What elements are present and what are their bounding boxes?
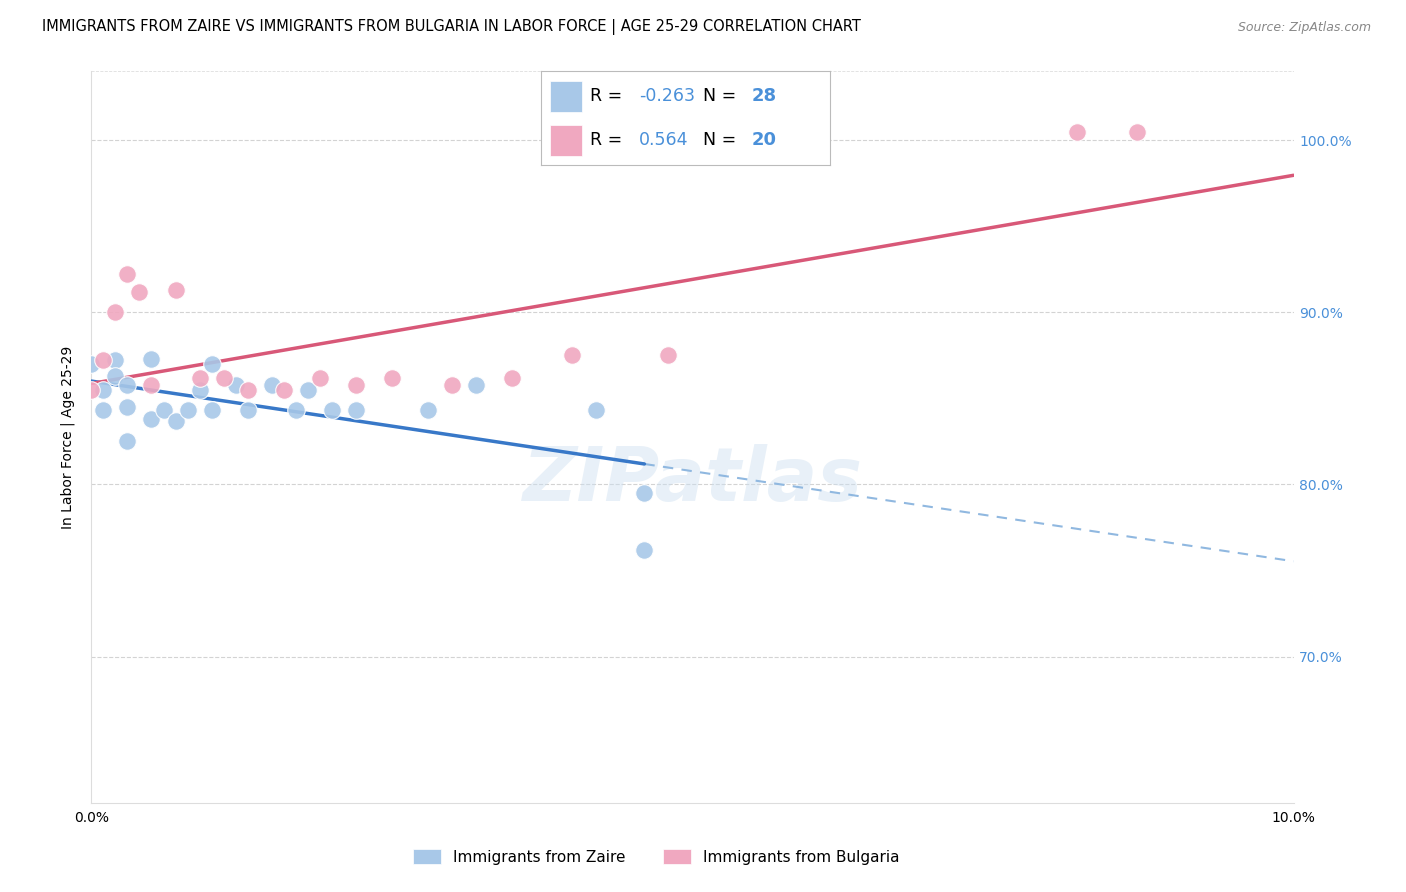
Point [104, 369, 127, 384]
Point [344, 403, 367, 417]
Point [440, 377, 463, 392]
Point [1126, 125, 1149, 139]
Point [188, 383, 211, 397]
Point [225, 377, 247, 392]
Text: R =: R = [591, 131, 634, 149]
Point [633, 486, 655, 500]
Text: ZIPatlas: ZIPatlas [523, 444, 862, 517]
Point [260, 377, 283, 392]
Point [117, 400, 139, 414]
Point [93, 383, 115, 397]
Point [165, 283, 187, 297]
Point [381, 370, 404, 384]
Point [308, 370, 330, 384]
Point [236, 403, 259, 417]
Point [1066, 125, 1088, 139]
Point [176, 403, 198, 417]
Point [104, 305, 127, 319]
Point [321, 403, 343, 417]
Point [465, 377, 488, 392]
Text: N =: N = [703, 87, 741, 104]
Point [501, 370, 523, 384]
Point [297, 383, 319, 397]
Text: N =: N = [703, 131, 741, 149]
Point [117, 377, 139, 392]
Point [128, 285, 150, 299]
Point [93, 403, 115, 417]
Text: 20: 20 [752, 131, 776, 149]
Point [236, 383, 259, 397]
Point [416, 403, 439, 417]
Point [344, 377, 367, 392]
Y-axis label: In Labor Force | Age 25-29: In Labor Force | Age 25-29 [60, 345, 75, 529]
Point [117, 268, 139, 282]
Point [104, 353, 127, 368]
Point [633, 542, 655, 557]
Point [80, 383, 103, 397]
Point [273, 383, 295, 397]
Bar [550, 125, 582, 156]
Legend: Immigrants from Zaire, Immigrants from Bulgaria: Immigrants from Zaire, Immigrants from B… [413, 848, 900, 864]
Point [188, 370, 211, 384]
Point [152, 403, 174, 417]
Bar [550, 81, 582, 112]
Text: 28: 28 [752, 87, 778, 104]
Point [657, 348, 679, 362]
Text: -0.263: -0.263 [640, 87, 696, 104]
Text: Source: ZipAtlas.com: Source: ZipAtlas.com [1237, 21, 1371, 34]
Point [141, 351, 163, 366]
Point [201, 357, 224, 371]
Point [117, 434, 139, 449]
Point [80, 357, 103, 371]
Point [212, 370, 235, 384]
Text: 0.564: 0.564 [640, 131, 689, 149]
Point [141, 412, 163, 426]
Point [165, 414, 187, 428]
Point [93, 353, 115, 368]
Text: R =: R = [591, 87, 628, 104]
Point [561, 348, 583, 362]
Point [141, 377, 163, 392]
Point [201, 403, 224, 417]
Point [585, 403, 607, 417]
Text: IMMIGRANTS FROM ZAIRE VS IMMIGRANTS FROM BULGARIA IN LABOR FORCE | AGE 25-29 COR: IMMIGRANTS FROM ZAIRE VS IMMIGRANTS FROM… [42, 20, 860, 35]
Point [284, 403, 307, 417]
